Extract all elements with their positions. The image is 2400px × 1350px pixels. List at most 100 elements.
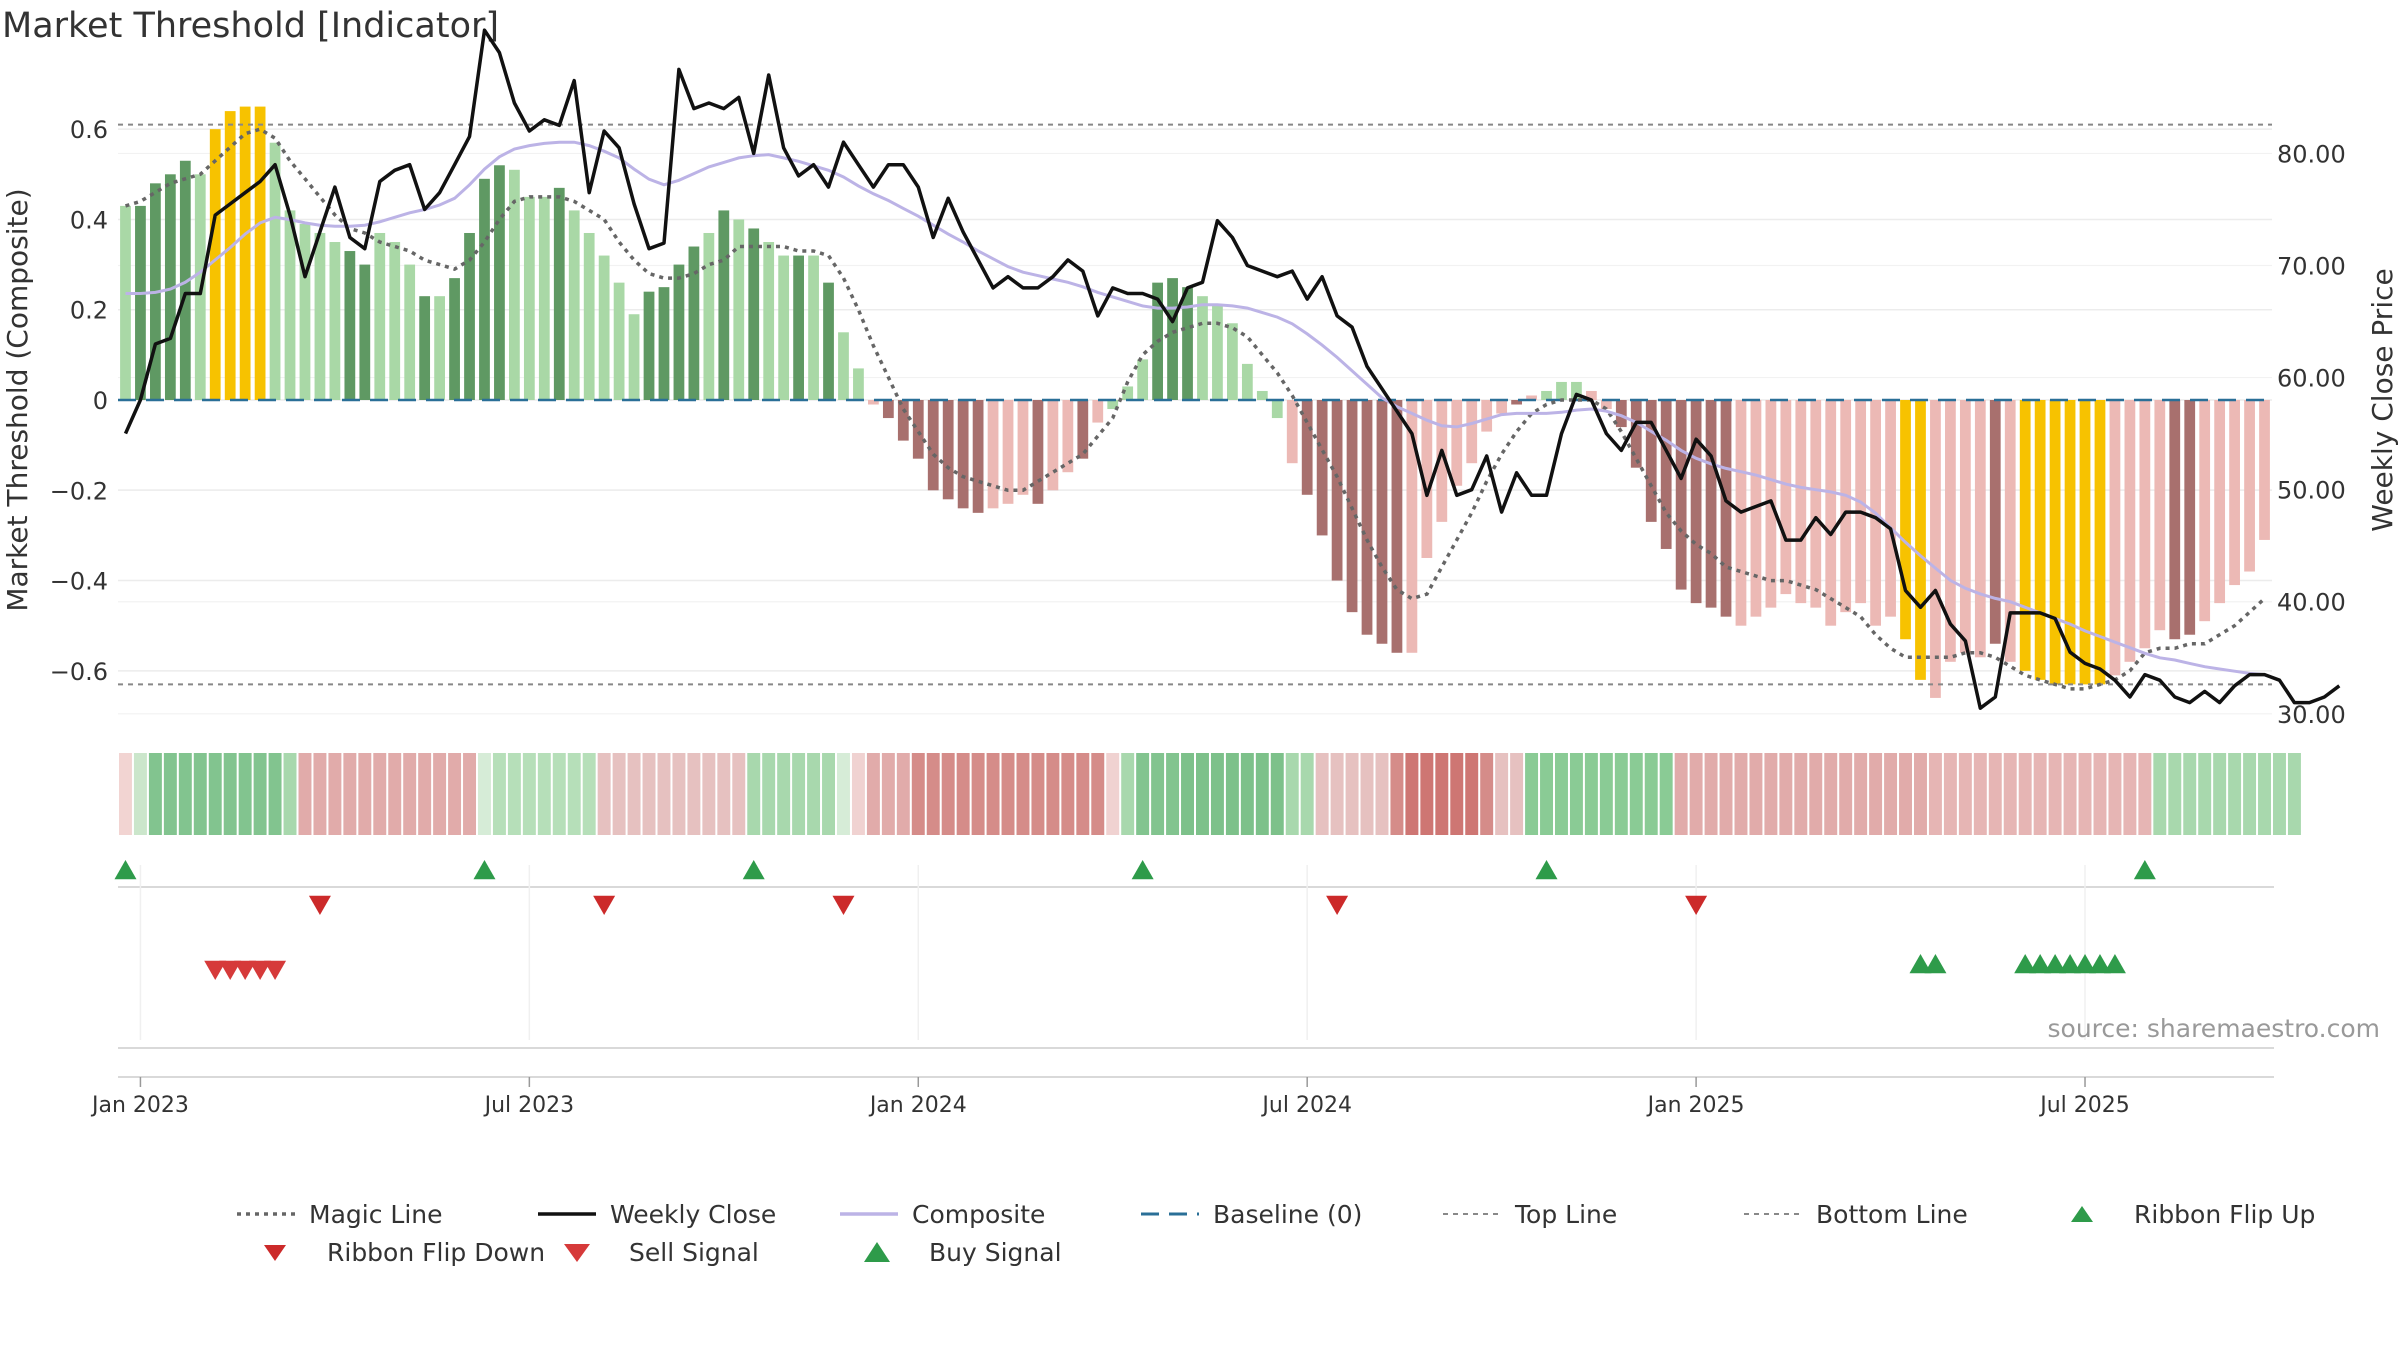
composite-bar	[269, 142, 281, 401]
y2-tick-label: 50.00	[2277, 477, 2346, 505]
composite-bar	[1930, 400, 1941, 698]
ribbon-cell	[1375, 753, 1389, 835]
composite-bar	[1556, 381, 1567, 400]
legend-item-magic[interactable]: Magic Line	[235, 1196, 443, 1232]
composite-bar	[1376, 400, 1388, 644]
ribbon-cell	[1435, 753, 1449, 835]
composite-bar	[1690, 400, 1702, 604]
grid-lines	[118, 128, 2272, 715]
ribbon-flip-down-marker	[1685, 895, 1708, 915]
composite-bar	[2229, 400, 2240, 586]
left-y-axis: 0.6 0.4 0.2 0 −0.2 −0.4 −0.6	[50, 116, 108, 686]
y-tick-label: −0.2	[50, 477, 108, 505]
ribbon-cell	[1734, 753, 1748, 835]
legend-item-sell[interactable]: Sell Signal	[555, 1234, 759, 1270]
market-threshold-chart: 0.6 0.4 0.2 0 −0.2 −0.4 −0.6 80.00 70.00 60.00 50…	[1, 28, 2399, 1118]
composite-bar	[1137, 359, 1149, 400]
x-tick-label: Jan 2025	[1646, 1093, 1745, 1118]
composite-bar	[1615, 400, 1627, 428]
ribbon-cell	[1420, 753, 1434, 835]
ribbon-cell	[1046, 753, 1060, 835]
legend-label: Weekly Close	[610, 1199, 777, 1229]
composite-bar	[299, 223, 311, 400]
legend-item-buy[interactable]: Buy Signal	[855, 1234, 1062, 1270]
ribbon-flip-up-marker	[473, 860, 496, 880]
ribbon-cell	[1300, 753, 1314, 835]
ribbon-cell	[1270, 753, 1284, 835]
ribbon-cell	[1674, 753, 1688, 835]
legend-item-flipup[interactable]: Ribbon Flip Up	[2060, 1196, 2315, 1232]
composite-bar	[2124, 400, 2136, 662]
ribbon-cell	[1016, 753, 1030, 835]
composite-bar	[912, 400, 924, 459]
ribbon-cell	[373, 753, 387, 835]
buy-signal-marker	[2088, 954, 2111, 974]
composite-bar	[957, 400, 969, 509]
composite-bar	[658, 287, 670, 400]
legend-item-composite[interactable]: Composite	[838, 1196, 1045, 1232]
ribbon-cell	[926, 753, 940, 835]
ribbon-flip-up-marker	[1535, 860, 1558, 880]
ribbon-cell	[388, 753, 402, 835]
composite-bar	[987, 400, 999, 509]
ribbon-cell	[1210, 753, 1224, 835]
composite-bar	[1227, 323, 1238, 400]
ribbon-flip-up-marker	[2133, 860, 2156, 880]
legend-label: Buy Signal	[929, 1237, 1062, 1267]
composite-bar	[2109, 400, 2121, 676]
ribbon-cell	[1121, 753, 1135, 835]
ribbon-cell	[313, 753, 327, 835]
legend-item-close[interactable]: Weekly Close	[536, 1196, 776, 1232]
composite-bar	[763, 242, 775, 400]
ribbon-cell	[433, 753, 447, 835]
composite-bar	[1571, 381, 1582, 400]
ribbon-cell	[478, 753, 491, 835]
composite-bar	[1182, 287, 1193, 400]
ribbon-flip-down-marker	[1326, 895, 1349, 915]
ribbon-cell	[1181, 753, 1194, 835]
ribbon-cell	[2138, 753, 2152, 835]
legend-swatch-icon	[864, 1242, 890, 1262]
composite-bar	[733, 219, 745, 400]
composite-bar	[209, 129, 221, 400]
composite-bar	[2094, 400, 2106, 685]
ribbon-cell	[1584, 753, 1598, 835]
composite-bar	[1989, 400, 2001, 644]
ribbon-cell	[1405, 753, 1419, 835]
ribbon-cell	[1839, 753, 1853, 835]
composite-bar	[538, 196, 550, 400]
ribbon-cell	[148, 753, 162, 835]
composite-bar	[778, 255, 790, 400]
ribbon-cell	[2168, 753, 2182, 835]
composite-bar	[868, 400, 879, 405]
y-axis-label: Market Threshold (Composite)	[1, 188, 34, 611]
ribbon-cell	[1779, 753, 1793, 835]
ribbon-cell	[2213, 753, 2227, 835]
ribbon-cell	[418, 753, 432, 835]
composite-bar	[1047, 400, 1059, 491]
legend-swatch-icon	[564, 1244, 590, 1262]
legend-item-top[interactable]: Top Line	[1441, 1196, 1617, 1232]
composite-bar	[793, 255, 804, 400]
ribbon-cell	[1360, 753, 1374, 835]
ribbon-cell	[1480, 753, 1494, 835]
composite-bar	[1945, 400, 1956, 662]
ribbon-cell	[283, 753, 297, 835]
ribbon-cell	[657, 753, 671, 835]
legend-item-flipdown[interactable]: Ribbon Flip Down	[253, 1234, 545, 1270]
source-text: source: sharemaestro.com	[2047, 1014, 2381, 1043]
legend-item-baseline[interactable]: Baseline (0)	[1139, 1196, 1362, 1232]
ribbon-cell	[1958, 753, 1972, 835]
composite-bar	[2004, 400, 2016, 662]
composite-bar	[329, 242, 341, 400]
legend-item-bottom[interactable]: Bottom Line	[1742, 1196, 1968, 1232]
legend-swatch-icon	[2071, 1206, 2093, 1222]
composite-bar	[164, 174, 176, 400]
chart-title: Market Threshold [Indicator]	[2, 6, 500, 46]
composite-bar	[344, 251, 356, 400]
composite-bar	[2199, 400, 2211, 622]
composite-bar	[1900, 400, 1911, 640]
ribbon-cell	[1629, 753, 1643, 835]
composite-bar	[449, 278, 460, 400]
ribbon-flip-up-marker	[114, 860, 137, 880]
